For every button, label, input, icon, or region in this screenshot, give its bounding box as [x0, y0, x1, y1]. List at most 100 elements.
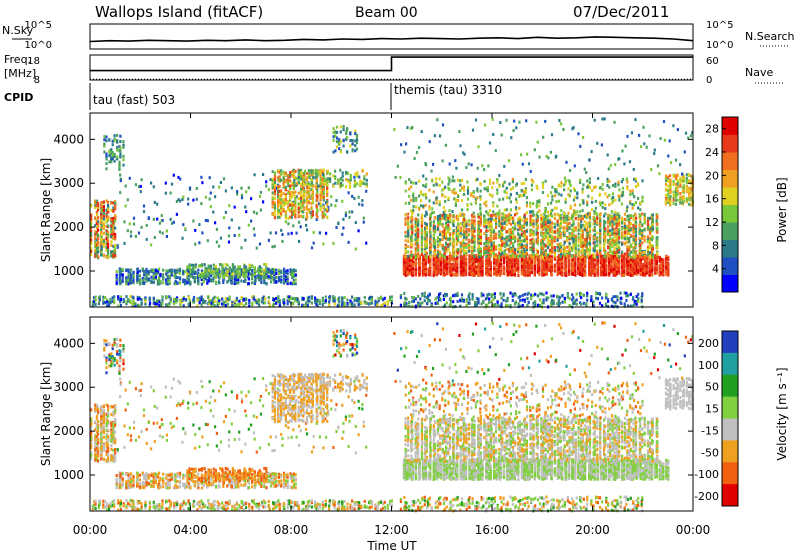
range-cell: [90, 218, 93, 222]
range-cell: [175, 212, 178, 216]
range-cell: [355, 296, 359, 300]
range-cell: [267, 267, 270, 271]
range-cell: [228, 270, 231, 273]
range-cell: [113, 153, 116, 157]
range-cell: [250, 197, 253, 201]
range-cell: [191, 263, 194, 267]
range-cell: [289, 203, 292, 207]
range-cell: [161, 302, 164, 306]
range-cell: [348, 186, 352, 189]
range-cell: [240, 295, 243, 299]
range-cell: [245, 210, 248, 214]
range-cell: [114, 244, 117, 247]
range-cell: [357, 298, 360, 302]
range-cell: [233, 299, 236, 303]
range-cell: [281, 233, 284, 237]
range-cell: [448, 266, 451, 270]
range-cell: [311, 188, 314, 192]
range-cell: [477, 258, 480, 262]
range-cell: [90, 250, 93, 253]
range-cell: [278, 303, 281, 307]
range-cell: [102, 295, 105, 299]
range-cell: [262, 173, 265, 176]
range-cell: [188, 273, 191, 276]
range-cell: [355, 147, 359, 151]
range-cell: [460, 259, 463, 263]
range-cell: [222, 177, 226, 181]
range-cell: [176, 299, 179, 302]
range-cell: [194, 270, 197, 274]
range-cell: [273, 178, 277, 182]
range-cell: [150, 279, 153, 283]
range-cell: [107, 232, 110, 236]
range-cell: [503, 267, 506, 271]
range-cell: [284, 193, 287, 197]
range-cell: [282, 197, 285, 201]
range-cell: [321, 296, 324, 300]
range-cell: [158, 267, 161, 271]
range-cell: [495, 258, 498, 262]
range-cell: [310, 195, 313, 199]
range-cell: [363, 182, 366, 186]
range-cell: [242, 268, 245, 272]
range-cell: [95, 231, 98, 235]
range-cell: [363, 300, 366, 304]
range-cell: [277, 212, 280, 216]
range-cell: [581, 271, 584, 275]
range-cell: [318, 231, 321, 235]
range-cell: [473, 273, 476, 277]
range-cell: [262, 301, 265, 305]
range-cell: [448, 256, 451, 260]
range-cell: [408, 272, 411, 276]
range-cell: [300, 198, 303, 202]
range-cell: [154, 304, 157, 308]
range-cell: [102, 221, 105, 225]
range-cell: [406, 273, 409, 277]
date-title: 07/Dec/2011: [573, 3, 669, 21]
range-cell: [107, 200, 110, 204]
range-cell: [294, 282, 297, 286]
range-cell: [543, 264, 546, 268]
range-cell: [481, 264, 484, 267]
range-cell: [218, 244, 221, 248]
range-cell: [182, 280, 185, 284]
range-cell: [345, 185, 348, 189]
range-cell: [187, 202, 190, 206]
range-cell: [284, 185, 287, 189]
range-cell: [271, 245, 274, 249]
range-cell: [517, 267, 520, 271]
range-cell: [106, 300, 109, 304]
range-cell: [334, 134, 337, 138]
range-cell: [599, 270, 602, 274]
range-cell: [588, 263, 591, 267]
range-cell: [302, 204, 305, 208]
range-cell: [110, 152, 113, 156]
range-cell: [263, 262, 266, 266]
range-cell: [236, 272, 239, 276]
range-cell: [402, 254, 406, 258]
range-cell: [90, 227, 93, 231]
range-cell: [319, 204, 322, 208]
range-cell: [497, 265, 501, 269]
range-cell: [97, 206, 100, 210]
range-cell: [326, 177, 329, 181]
range-cell: [285, 278, 288, 282]
range-cell: [238, 304, 241, 307]
range-cell: [95, 199, 98, 203]
range-cell: [97, 201, 100, 205]
range-cell: [322, 175, 325, 179]
range-cell: [282, 179, 285, 182]
range-cell: [468, 260, 471, 264]
range-cell: [152, 296, 155, 300]
range-cell: [404, 267, 407, 271]
range-cell: [218, 299, 221, 303]
range-cell: [337, 222, 340, 226]
range-cell: [437, 260, 440, 264]
range-cell: [287, 184, 290, 188]
range-cell: [212, 302, 215, 306]
range-cell: [212, 300, 215, 304]
range-cell: [207, 266, 210, 270]
range-cell: [152, 301, 155, 305]
range-cell: [319, 198, 322, 202]
range-cell: [253, 269, 256, 273]
